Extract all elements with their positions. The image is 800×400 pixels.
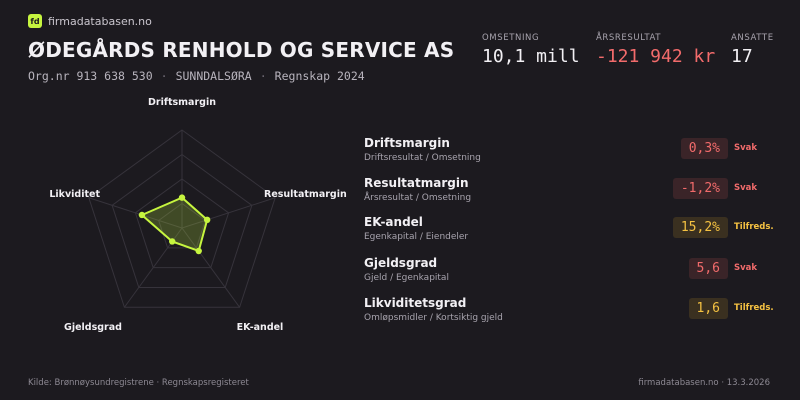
metric-row-driftsmargin: Driftsmargin Driftsresultat / Omsetning … [364, 136, 776, 172]
metric-value: -1,2% [672, 178, 728, 199]
metric-row-resultatmargin: Resultatmargin Årsresultat / Omsetning -… [364, 176, 776, 212]
status-badge: Svak [734, 143, 758, 153]
kpi-value: 17 [731, 46, 753, 67]
footer-source: Kilde: Brønnøysundregistrene · Regnskaps… [28, 378, 249, 388]
metric-name: Likviditetsgrad [364, 296, 467, 310]
metric-row-ek-andel: EK-andel Egenkapital / Eiendeler 15,2% T… [364, 215, 776, 251]
axis-label-driftsmargin: Driftsmargin [148, 97, 216, 108]
company-name: ØDEGÅRDS RENHOLD OG SERVICE AS [28, 38, 455, 62]
separator: · [160, 69, 168, 83]
kpi-value: 10,1 mill [482, 46, 580, 67]
radar-grid-ring [88, 129, 276, 308]
radar-point-driftsmargin [178, 194, 186, 201]
metric-name: Resultatmargin [364, 176, 469, 190]
radar-grid-ring [111, 153, 253, 288]
metric-formula: Egenkapital / Eiendeler [364, 232, 469, 242]
radar-data-polygon [140, 196, 209, 253]
brand-name: firmadatabasen.no [48, 14, 152, 28]
brand[interactable]: fd firmadatabasen.no [28, 14, 152, 28]
status-badge: Tilfreds. [734, 303, 774, 313]
kpi-value: -121 942 kr [596, 46, 716, 67]
metric-name: Driftsmargin [364, 136, 450, 150]
status-badge: Svak [734, 183, 758, 193]
metric-row-gjeldsgrad: Gjeldsgrad Gjeld / Egenkapital 5,6 Svak [364, 256, 776, 292]
kpi-label: OMSETNING [482, 33, 540, 43]
metric-formula: Omløpsmidler / Kortsiktig gjeld [364, 313, 503, 323]
metric-row-likviditetsgrad: Likviditetsgrad Omløpsmidler / Kortsikti… [364, 296, 776, 332]
org-number: Org.nr 913 638 530 [28, 69, 153, 83]
radar-point-resultatmargin [203, 216, 211, 224]
radar-point-ek-andel [195, 247, 202, 255]
metric-value: 1,6 [688, 298, 728, 319]
radar-data-points [138, 194, 211, 255]
metric-name: Gjeldsgrad [364, 256, 438, 270]
status-badge: Svak [734, 263, 758, 273]
metric-value: 0,3% [680, 138, 728, 159]
radar-chart: Driftsmargin Resultatmargin EK-andel Gje… [49, 97, 347, 333]
axis-label-gjeldsgrad: Gjeldsgrad [64, 322, 122, 333]
kpi-annual-result: ÅRSRESULTAT -121 942 kr [596, 33, 715, 67]
company-subline: Org.nr 913 638 530 · SUNNDALSØRA · Regnskap … [28, 69, 365, 83]
status-badge: Tilfreds. [734, 222, 774, 232]
accounting-period: Regnskap 2024 [274, 69, 365, 83]
radar-grid-ring [158, 202, 206, 249]
kpi-label: ANSATTE [731, 33, 774, 43]
radar-axis-line [88, 197, 183, 229]
separator: · [259, 69, 267, 83]
axis-label-likviditet: Likviditet [49, 189, 100, 200]
radar-axis-line [181, 227, 241, 308]
radar-axes [88, 130, 276, 308]
radar-point-likviditet [138, 211, 146, 219]
kpi-revenue: OMSETNING 10,1 mill [482, 33, 580, 67]
logo-icon: fd [28, 14, 42, 28]
metric-formula: Gjeld / Egenkapital [364, 273, 449, 283]
metric-formula: Driftsresultat / Omsetning [364, 153, 481, 163]
axis-label-ek-andel: EK-andel [237, 322, 284, 333]
location: SUNNDALSØRA [175, 69, 252, 83]
kpi-label: ÅRSRESULTAT [596, 33, 662, 43]
footer-site-date[interactable]: firmadatabasen.no · 13.3.2026 [638, 378, 770, 388]
radar-grid-ring [134, 178, 230, 269]
metric-value: 15,2% [672, 217, 728, 238]
radar-point-gjeldsgrad [169, 238, 176, 245]
radar-grid [88, 129, 276, 308]
metric-name: EK-andel [364, 215, 423, 229]
metric-formula: Årsresultat / Omsetning [364, 193, 472, 203]
metric-value: 5,6 [688, 258, 728, 279]
radar-axis-line [181, 197, 276, 229]
axis-label-resultatmargin: Resultatmargin [264, 189, 347, 200]
kpi-employees: ANSATTE 17 [731, 33, 774, 67]
